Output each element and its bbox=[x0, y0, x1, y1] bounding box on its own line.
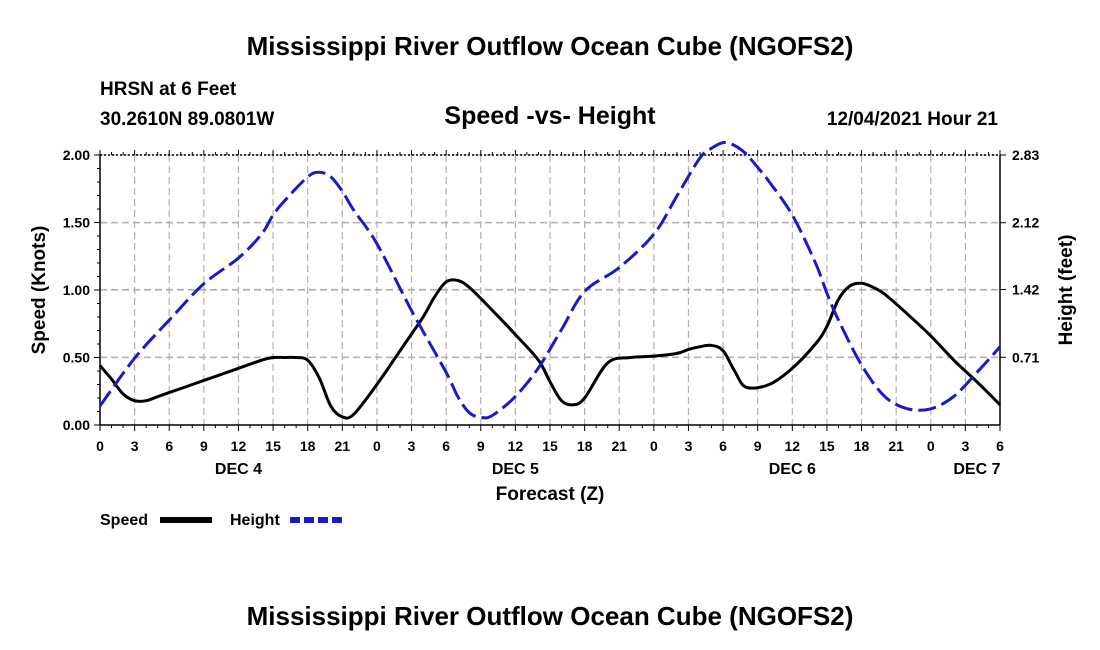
date-label: DEC 6 bbox=[769, 461, 816, 478]
y-left-tick-label: 1.50 bbox=[63, 215, 90, 231]
date-label: DEC 4 bbox=[215, 461, 262, 478]
x-tick-label: 9 bbox=[477, 438, 485, 454]
axes bbox=[94, 150, 1006, 431]
forecast-datetime: 12/04/2021 Hour 21 bbox=[827, 109, 999, 130]
chart-main-title: Mississippi River Outflow Ocean Cube (NG… bbox=[247, 31, 854, 61]
y-left-tick-label: 1.00 bbox=[63, 282, 90, 298]
x-tick-label: 12 bbox=[231, 438, 247, 454]
x-tick-label: 21 bbox=[611, 438, 627, 454]
x-tick-label: 12 bbox=[508, 438, 524, 454]
series-line-speed bbox=[98, 278, 1002, 420]
y-right-tick-label: 0.71 bbox=[1012, 349, 1039, 365]
x-tick-label: 21 bbox=[888, 438, 904, 454]
legend-label-speed: Speed bbox=[100, 512, 148, 529]
y-left-tick-label: 0.00 bbox=[63, 417, 90, 433]
x-tick-label: 3 bbox=[408, 438, 416, 454]
chart-subtitle: Speed -vs- Height bbox=[444, 102, 656, 130]
x-tick-label: 0 bbox=[96, 438, 104, 454]
x-tick-label: 6 bbox=[442, 438, 450, 454]
station-label: HRSN at 6 Feet bbox=[100, 79, 237, 100]
y-left-tick-label: 0.50 bbox=[63, 350, 90, 366]
y-right-tick-label: 2.83 bbox=[1012, 147, 1039, 163]
x-tick-label: 3 bbox=[131, 438, 139, 454]
x-tick-label: 0 bbox=[927, 438, 935, 454]
x-tick-label: 9 bbox=[754, 438, 762, 454]
y-left-tick-label: 2.00 bbox=[63, 147, 90, 163]
footer-title: Mississippi River Outflow Ocean Cube (NG… bbox=[247, 601, 854, 631]
x-tick-label: 15 bbox=[819, 438, 835, 454]
x-tick-label: 15 bbox=[265, 438, 281, 454]
x-tick-label: 0 bbox=[373, 438, 381, 454]
x-tick-label: 0 bbox=[650, 438, 658, 454]
date-label: DEC 7 bbox=[953, 461, 1000, 478]
legend-label-height: Height bbox=[230, 512, 280, 529]
x-tick-label: 9 bbox=[200, 438, 208, 454]
y-right-tick-label: 2.12 bbox=[1012, 215, 1039, 231]
y-right-tick-label: 1.42 bbox=[1012, 282, 1039, 298]
x-tick-label: 18 bbox=[577, 438, 593, 454]
x-tick-label: 15 bbox=[542, 438, 558, 454]
tick-labels: 0 3 6 9 12 15 18 21 0 3 6 9 12 15 18 21 0 3 6 9 12 15 18 21 0 3 6 D… bbox=[63, 147, 1040, 478]
y-axis-label-left: Speed (Knots) bbox=[29, 226, 50, 355]
x-tick-label: 6 bbox=[719, 438, 727, 454]
station-coordinates: 30.2610N 89.0801W bbox=[100, 109, 274, 130]
series-line-height bbox=[98, 141, 1002, 420]
y-axis-label-right: Height (feet) bbox=[1056, 235, 1077, 346]
x-tick-label: 3 bbox=[685, 438, 693, 454]
x-tick-label: 6 bbox=[165, 438, 173, 454]
legend: Speed Height bbox=[100, 512, 342, 529]
x-tick-label: 3 bbox=[961, 438, 969, 454]
x-tick-label: 18 bbox=[300, 438, 316, 454]
x-tick-label: 12 bbox=[785, 438, 801, 454]
x-tick-label: 6 bbox=[996, 438, 1004, 454]
x-axis-label: Forecast (Z) bbox=[496, 484, 605, 505]
data-series bbox=[98, 141, 1002, 420]
x-tick-label: 18 bbox=[854, 438, 870, 454]
x-tick-label: 21 bbox=[335, 438, 351, 454]
date-label: DEC 5 bbox=[492, 461, 539, 478]
